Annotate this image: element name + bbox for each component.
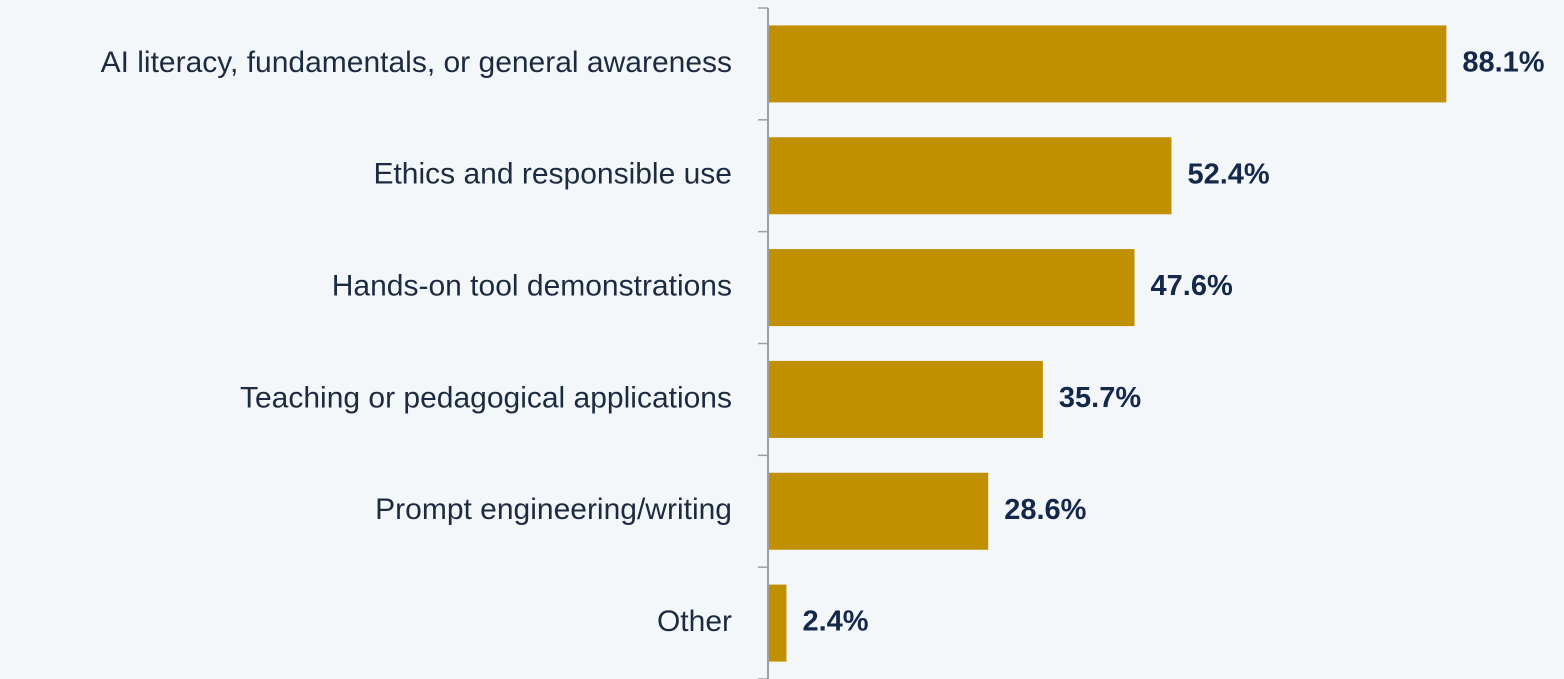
- value-label: 35.7%: [1059, 382, 1141, 414]
- category-label: Prompt engineering/writing: [375, 493, 732, 526]
- category-label: Hands-on tool demonstrations: [332, 270, 732, 303]
- value-label: 52.4%: [1187, 158, 1269, 190]
- bar: [768, 584, 787, 662]
- value-label: 2.4%: [802, 606, 868, 638]
- category-label: Teaching or pedagogical applications: [240, 381, 732, 414]
- category-label: Other: [657, 605, 732, 638]
- bar: [768, 137, 1172, 215]
- category-label: AI literacy, fundamentals, or general aw…: [101, 46, 732, 79]
- bar: [768, 472, 989, 550]
- value-label: 47.6%: [1151, 270, 1233, 302]
- bar: [768, 360, 1043, 438]
- bar: [768, 249, 1135, 327]
- value-label: 88.1%: [1462, 47, 1544, 79]
- value-label: 28.6%: [1004, 494, 1086, 526]
- bar: [768, 25, 1447, 103]
- category-label: Ethics and responsible use: [373, 158, 732, 191]
